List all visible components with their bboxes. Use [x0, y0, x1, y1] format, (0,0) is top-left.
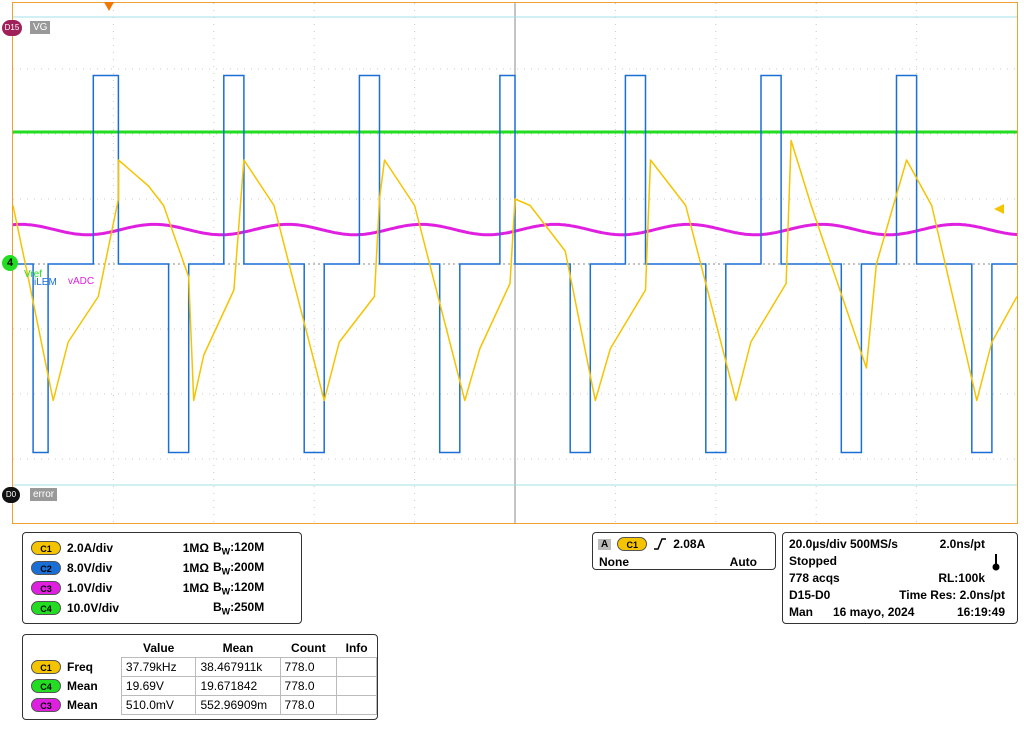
bw-value: :120M — [230, 540, 264, 554]
header-value: Value — [121, 639, 196, 658]
bw-prefix: B — [213, 540, 222, 554]
measurement-count: 778.0 — [280, 696, 337, 715]
date-day: Man — [789, 605, 813, 619]
header-mean: Mean — [196, 639, 280, 658]
timebase-resolution: 2.0ns/pt — [940, 537, 985, 551]
date: 16 mayo, 2024 — [833, 605, 914, 619]
measurement-label: C1 Freq — [27, 658, 121, 677]
trigger-mode: Auto — [730, 555, 757, 569]
measurement-name: Mean — [67, 698, 98, 712]
measurement-label: C3 Mean — [27, 696, 121, 715]
measurement-value: 19.69V — [121, 677, 196, 696]
bw-sub: W — [222, 566, 231, 576]
measurement-mean: 38.467911k — [196, 658, 280, 677]
channel-scale: 10.0V/div — [67, 601, 175, 615]
channel-bandwidth: BW:120M — [213, 580, 264, 596]
measurements-table: Value Mean Count Info C1 Freq 37.79kHz 38… — [27, 639, 377, 715]
trace-label-vadc: vADC — [68, 276, 94, 287]
trigger-source-badge: C1 — [617, 537, 647, 551]
waveform-plot — [13, 3, 1017, 523]
measurement-name: Mean — [67, 679, 98, 693]
measurement-row[interactable]: C4 Mean 19.69V 19.671842 778.0 — [27, 677, 377, 696]
bw-value: :200M — [230, 560, 264, 574]
measurement-name: Freq — [67, 660, 93, 674]
trigger-position-icon[interactable] — [104, 2, 116, 14]
d15-marker[interactable]: D15 — [2, 20, 22, 36]
measurement-value: 510.0mV — [121, 696, 196, 715]
trigger-coupling: None — [599, 555, 629, 569]
trigger-mode-letter: A — [598, 539, 611, 550]
channel-row[interactable]: C4 10.0V/div BW:250M — [31, 599, 264, 617]
bw-sub: W — [222, 586, 231, 596]
bw-value: :250M — [230, 600, 264, 614]
channel-badge: C4 — [31, 601, 61, 615]
channel-impedance: 1MΩ — [175, 581, 209, 595]
record-length: RL:100k — [938, 571, 985, 585]
bw-sub: W — [222, 606, 231, 616]
measurement-row[interactable]: C1 Freq 37.79kHz 38.467911k 778.0 — [27, 658, 377, 677]
acquisition-count: 778 acqs — [789, 571, 840, 585]
header-info: Info — [337, 639, 377, 658]
channel-badge: C3 — [31, 581, 61, 595]
timebase-scale: 20.0µs/div 500MS/s — [789, 537, 898, 551]
measurements-header: Value Mean Count Info — [27, 639, 377, 658]
measurement-badge: C4 — [31, 679, 61, 693]
time: 16:19:49 — [957, 605, 1005, 619]
channel-row[interactable]: C3 1.0V/div 1MΩ BW:120M — [31, 579, 264, 597]
channel-scale: 2.0A/div — [67, 541, 175, 555]
bw-value: :120M — [230, 580, 264, 594]
d15-label: VG — [30, 21, 50, 34]
timebase-panel[interactable]: 20.0µs/div 500MS/s 2.0ns/pt Stopped 778 … — [782, 532, 1018, 624]
measurements-panel[interactable]: Value Mean Count Info C1 Freq 37.79kHz 38… — [22, 634, 378, 720]
measurement-info — [337, 696, 377, 715]
bw-sub: W — [222, 546, 231, 556]
trigger-level: 2.08A — [673, 537, 705, 551]
d0-label: error — [30, 488, 57, 501]
measurement-mean: 19.671842 — [196, 677, 280, 696]
channel-scale: 8.0V/div — [67, 561, 175, 575]
channel-scale: 1.0V/div — [67, 581, 175, 595]
measurement-badge: C1 — [31, 660, 61, 674]
trace-label-ilem: iLEM — [34, 277, 57, 288]
thermometer-icon — [991, 553, 1001, 571]
trigger-level-icon[interactable] — [994, 204, 1008, 216]
measurement-value: 37.79kHz — [121, 658, 196, 677]
measurement-info — [337, 677, 377, 696]
acquisition-state: Stopped — [789, 554, 837, 568]
waveform-display[interactable] — [12, 2, 1018, 524]
measurement-count: 778.0 — [280, 677, 337, 696]
trigger-panel[interactable]: A C1 2.08A None Auto — [592, 532, 776, 570]
channel-badge: C1 — [31, 541, 61, 555]
measurement-info — [337, 658, 377, 677]
d0-marker[interactable]: D0 — [2, 487, 20, 503]
header-count: Count — [280, 639, 337, 658]
channel-badge: C2 — [31, 561, 61, 575]
channel-impedance: 1MΩ — [175, 561, 209, 575]
channel-row[interactable]: C1 2.0A/div 1MΩ BW:120M — [31, 539, 264, 557]
ch4-marker[interactable]: 4 — [2, 255, 18, 271]
bw-prefix: B — [213, 600, 222, 614]
channel-impedance: 1MΩ — [175, 541, 209, 555]
bw-prefix: B — [213, 580, 222, 594]
rising-edge-icon — [653, 537, 667, 551]
measurement-row[interactable]: C3 Mean 510.0mV 552.96909m 778.0 — [27, 696, 377, 715]
channel-row[interactable]: C2 8.0V/div 1MΩ BW:200M — [31, 559, 264, 577]
channel-settings-panel: C1 2.0A/div 1MΩ BW:120M C2 8.0V/div 1MΩ B… — [22, 532, 302, 624]
measurement-mean: 552.96909m — [196, 696, 280, 715]
measurement-label: C4 Mean — [27, 677, 121, 696]
measurement-count: 778.0 — [280, 658, 337, 677]
digital-channels: D15-D0 — [789, 588, 830, 602]
bw-prefix: B — [213, 560, 222, 574]
measurement-badge: C3 — [31, 698, 61, 712]
channel-bandwidth: BW:200M — [213, 560, 264, 576]
channel-bandwidth: BW:120M — [213, 540, 264, 556]
channel-bandwidth: BW:250M — [213, 600, 264, 616]
time-resolution: Time Res: 2.0ns/pt — [899, 588, 1005, 602]
